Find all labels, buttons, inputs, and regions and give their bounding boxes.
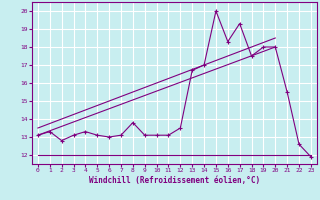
X-axis label: Windchill (Refroidissement éolien,°C): Windchill (Refroidissement éolien,°C) (89, 176, 260, 185)
